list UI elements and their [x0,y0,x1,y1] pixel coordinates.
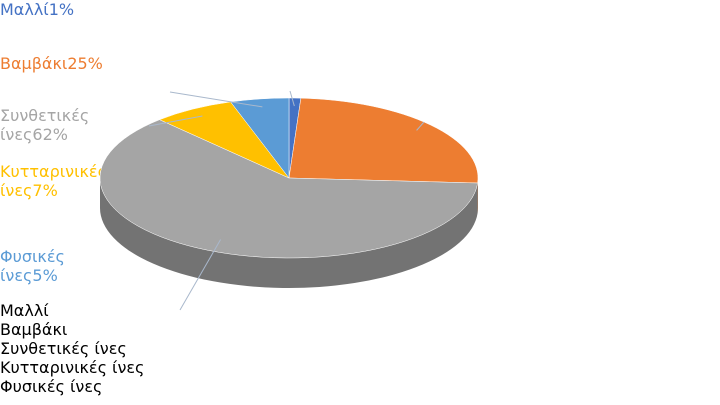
data-label: Κυτταρινικές ίνες7% [0,162,124,247]
legend-item: Μαλλί [0,301,720,320]
legend-item: Φυσικές ίνες [0,377,720,396]
legend-text: Συνθετικές ίνες [0,339,127,358]
slice-side [100,178,478,288]
leader-line [169,91,263,108]
legend-text: Κυτταρινικές ίνες [0,358,145,377]
data-label: Φυσικές ίνες5% [0,247,120,301]
legend-text: Φυσικές ίνες [0,377,103,396]
legend-text: Μαλλί [0,301,49,320]
label-category: Φυσικές ίνες [0,247,65,285]
label-category: Συνθετικές ίνες [0,106,90,144]
label-value: 25% [67,54,103,73]
label-value: 1% [48,0,75,19]
label-value: 62% [32,125,68,144]
data-label: Βαμβάκι25% [0,54,103,106]
legend-item: Κυτταρινικές ίνες [0,358,720,377]
label-category: Βαμβάκι [0,54,68,73]
legend-text: Βαμβάκι [0,320,68,339]
label-category: Μαλλί [0,0,49,19]
legend-item: Βαμβάκι [0,320,720,339]
leader-line [289,90,295,107]
label-value: 5% [32,266,58,285]
label-value: 7% [32,181,58,200]
leader-line [179,239,222,311]
leader-line [416,121,425,131]
slice [288,97,479,184]
leader-line [148,115,203,127]
legend-item: Συνθετικές ίνες [0,339,720,358]
label-category: Κυτταρινικές ίνες [0,162,107,200]
slice [99,119,478,259]
data-label: Συνθετικές ίνες62% [0,106,146,162]
data-label: Μαλλί1% [0,0,74,54]
